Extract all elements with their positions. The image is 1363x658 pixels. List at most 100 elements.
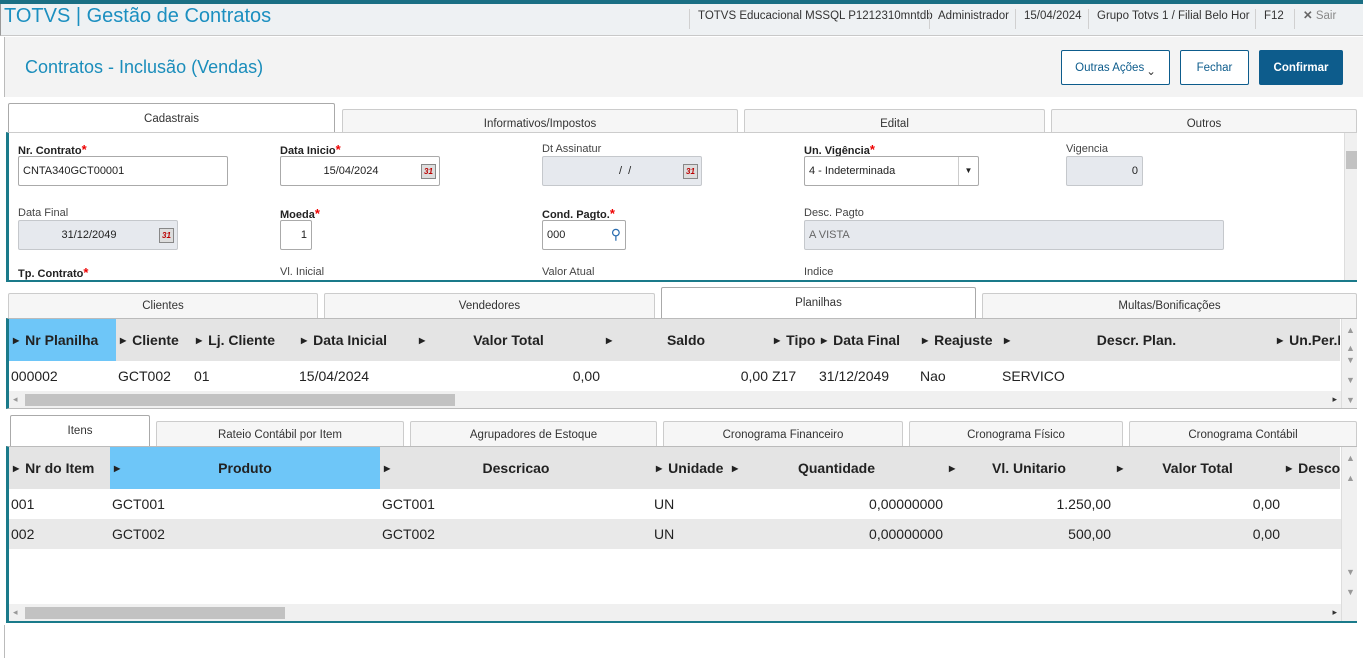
scroll-right-icon[interactable]: ▸ bbox=[1332, 394, 1337, 404]
scroll-left-icon[interactable]: ◂ bbox=[13, 394, 18, 404]
calendar-icon[interactable]: 31 bbox=[421, 164, 436, 179]
column-header[interactable]: ▶ Un.Per.R bbox=[1273, 319, 1340, 361]
table-row[interactable]: 001 GCT001 GCT001 UN 0,00000000 1.250,00 0,00 bbox=[9, 489, 1341, 519]
tab-cronograma-financeiro[interactable]: Cronograma Financeiro bbox=[663, 421, 903, 446]
table-cell: 31/12/2049 bbox=[819, 368, 890, 384]
tab-outros[interactable]: Outros bbox=[1051, 109, 1357, 133]
user-info[interactable]: Administrador bbox=[929, 9, 1017, 29]
table-cell: 1.250,00 bbox=[1056, 496, 1112, 512]
tab-itens[interactable]: Itens bbox=[10, 415, 150, 446]
tab-cadastrais[interactable]: Cadastrais bbox=[8, 103, 335, 133]
moeda-field[interactable]: 1 bbox=[280, 220, 312, 250]
column-header-label: Descricao bbox=[482, 460, 550, 476]
tab-vendedores[interactable]: Vendedores bbox=[324, 293, 655, 318]
branch-info[interactable]: Grupo Totvs 1 / Filial Belo Hor bbox=[1088, 9, 1258, 29]
form-scrollbar[interactable] bbox=[1344, 133, 1357, 280]
table-cell: Z17 bbox=[772, 368, 797, 384]
scroll-left-icon[interactable]: ◂ bbox=[13, 607, 18, 617]
column-header[interactable]: ▶ Produto bbox=[110, 447, 380, 489]
dropdown-arrow-icon[interactable]: ▼ bbox=[958, 157, 978, 185]
column-header-label: Tipo bbox=[786, 332, 816, 348]
tab-cronograma-contabil[interactable]: Cronograma Contábil bbox=[1129, 421, 1357, 446]
top-bar bbox=[0, 4, 1363, 36]
sort-arrow-icon: ▶ bbox=[114, 463, 121, 473]
table-row[interactable]: 002 GCT002 GCT002 UN 0,00000000 500,00 0,00 bbox=[9, 519, 1341, 549]
column-header-label: Data Final bbox=[833, 332, 901, 348]
column-header[interactable]: ▶ Desconto bbox=[1282, 447, 1340, 489]
column-header[interactable]: ▶ Valor Total bbox=[415, 319, 602, 361]
column-header[interactable]: ▶ Saldo bbox=[602, 319, 770, 361]
tab-edital[interactable]: Edital bbox=[744, 109, 1045, 133]
column-header[interactable]: ▶ Lj. Cliente bbox=[192, 319, 297, 361]
table-cell: SERVICO bbox=[1002, 368, 1065, 384]
f12-shortcut[interactable]: F12 bbox=[1255, 9, 1292, 29]
column-header[interactable]: ▶ Tipo bbox=[770, 319, 817, 361]
column-header[interactable]: ▶ Valor Total bbox=[1113, 447, 1282, 489]
column-header[interactable]: ▶ Quantidade bbox=[728, 447, 945, 489]
tab-cronograma-fisico[interactable]: Cronograma Físico bbox=[909, 421, 1123, 446]
column-header[interactable]: ▶ Unidade bbox=[652, 447, 728, 489]
other-actions-label: Outras Ações bbox=[1075, 61, 1145, 74]
sort-arrow-icon: ▶ bbox=[301, 335, 308, 345]
sort-arrow-icon: ▶ bbox=[196, 335, 203, 345]
tab-clientes[interactable]: Clientes bbox=[8, 293, 318, 318]
table-cell: GCT001 bbox=[112, 496, 165, 512]
planilhas-hscrollbar[interactable]: ◂ ▸ bbox=[9, 391, 1341, 408]
column-header[interactable]: ▶ Nr Planilha bbox=[9, 319, 116, 361]
sort-arrow-icon: ▶ bbox=[821, 335, 828, 345]
column-header[interactable]: ▶ Data Inicial bbox=[297, 319, 415, 361]
tab-rateio-contabil[interactable]: Rateio Contábil por Item bbox=[156, 421, 404, 446]
tab-informativos-impostos[interactable]: Informativos/Impostos bbox=[342, 109, 738, 133]
itens-vscrollbar[interactable]: ▲ ▲ ▼ ▼ bbox=[1341, 447, 1357, 621]
cond-pagto-label: Cond. Pagto.* bbox=[542, 206, 615, 221]
other-actions-button[interactable]: Outras Ações ⌄ bbox=[1061, 50, 1170, 85]
table-cell: GCT002 bbox=[112, 526, 165, 542]
sort-arrow-icon: ▶ bbox=[1286, 463, 1293, 473]
column-header[interactable]: ▶ Vl. Unitario bbox=[945, 447, 1113, 489]
tab-planilhas[interactable]: Planilhas bbox=[661, 287, 976, 318]
exit-label: Sair bbox=[1315, 10, 1337, 22]
indice-label: Indice bbox=[804, 266, 834, 278]
column-header[interactable]: ▶ Reajuste bbox=[918, 319, 1000, 361]
column-header[interactable]: ▶ Descricao bbox=[380, 447, 652, 489]
table-cell: 01 bbox=[194, 368, 210, 384]
dt-assinatur-value: / / bbox=[612, 165, 632, 177]
nr-contrato-field[interactable]: CNTA340GCT00001 bbox=[18, 156, 228, 186]
search-icon[interactable]: ⚲ bbox=[610, 226, 621, 242]
column-header[interactable]: ▶ Descr. Plan. bbox=[1000, 319, 1273, 361]
exit-button[interactable]: ✕ Sair bbox=[1294, 9, 1354, 29]
cond-pagto-value: 000 bbox=[547, 229, 566, 241]
tab-multas-bonificacoes[interactable]: Multas/Bonificações bbox=[982, 293, 1357, 318]
column-header[interactable]: ▶ Cliente bbox=[116, 319, 192, 361]
column-header-label: Nr Planilha bbox=[25, 332, 99, 348]
date-info: 15/04/2024 bbox=[1015, 9, 1090, 29]
data-inicio-field[interactable]: 15/04/2024 31 bbox=[280, 156, 440, 186]
sort-arrow-icon: ▶ bbox=[13, 463, 20, 473]
column-header-label: Lj. Cliente bbox=[208, 332, 276, 348]
itens-hscrollbar[interactable]: ◂ ▸ bbox=[9, 604, 1341, 621]
table-row[interactable]: 000002 GCT002 01 15/04/2024 0,00 0,00 Z17 31/12… bbox=[9, 361, 1341, 391]
scroll-right-icon[interactable]: ▸ bbox=[1332, 607, 1337, 617]
table-cell: 0,00 bbox=[1252, 496, 1280, 512]
sort-arrow-icon: ▶ bbox=[922, 335, 929, 345]
column-header-label: Cliente bbox=[132, 332, 179, 348]
column-header[interactable]: ▶ Data Final bbox=[817, 319, 918, 361]
table-cell: GCT002 bbox=[382, 526, 435, 542]
sort-arrow-icon: ▶ bbox=[656, 463, 663, 473]
close-button[interactable]: Fechar bbox=[1180, 50, 1249, 85]
column-header-label: Un.Per.R bbox=[1289, 332, 1340, 348]
column-header[interactable]: ▶ Nr do Item bbox=[9, 447, 110, 489]
close-icon: ✕ bbox=[1303, 10, 1316, 22]
top-accent-line bbox=[0, 0, 1363, 4]
table-cell: 0,00 bbox=[572, 368, 600, 384]
dt-assinatur-field: / / 31 bbox=[542, 156, 702, 186]
cond-pagto-field[interactable]: 000 ⚲ bbox=[542, 220, 626, 250]
table-cell: 001 bbox=[11, 496, 35, 512]
form-panel: Nr. Contrato* CNTA340GCT00001 Data Inici… bbox=[6, 132, 1357, 282]
confirm-button[interactable]: Confirmar bbox=[1259, 50, 1343, 85]
un-vigencia-select[interactable]: 4 - Indeterminada ▼ bbox=[804, 156, 979, 186]
calendar-icon: 31 bbox=[159, 228, 174, 243]
table-cell: 0,00000000 bbox=[869, 496, 943, 512]
tab-agrupadores-estoque[interactable]: Agrupadores de Estoque bbox=[410, 421, 657, 446]
planilhas-vscrollbar[interactable]: ▲ ▲ ▼ ▼ ▼ bbox=[1341, 319, 1357, 408]
